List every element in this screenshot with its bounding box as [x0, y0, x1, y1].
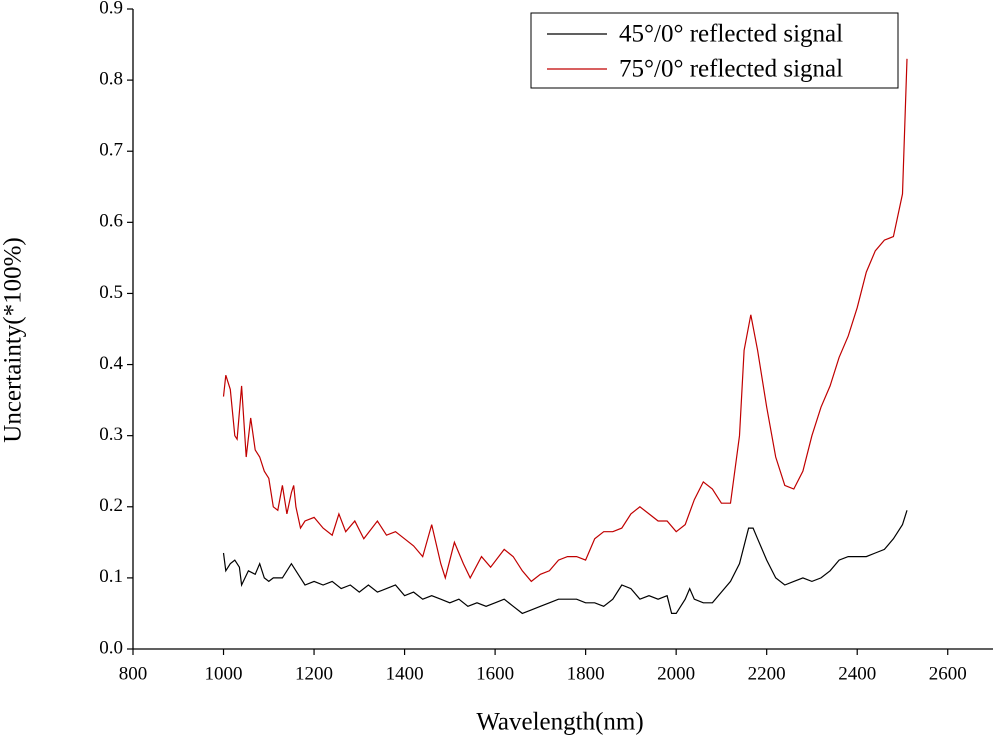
x-tick-label: 2000	[657, 663, 695, 684]
x-tick-label: 1600	[476, 663, 514, 684]
x-tick-label: 2400	[838, 663, 876, 684]
x-tick-label: 1400	[386, 663, 424, 684]
legend-box	[530, 12, 899, 89]
x-tick-label: 800	[119, 663, 148, 684]
y-tick-label: 0.8	[99, 68, 123, 89]
y-tick-label: 0.4	[99, 353, 123, 374]
x-tick-label: 1200	[295, 663, 333, 684]
x-axis-label: Wavelength(nm)	[476, 709, 643, 736]
x-tick-label: 1800	[567, 663, 605, 684]
y-tick-label: 0.1	[99, 566, 123, 587]
y-axis-label: Uncertainty(*100%)	[0, 237, 27, 442]
legend-label: 75°/0° reflected signal	[619, 56, 843, 83]
y-tick-label: 0.5	[99, 282, 123, 303]
x-tick-label: 2200	[748, 663, 786, 684]
y-tick-label: 0.7	[99, 140, 123, 161]
y-tick-label: 0.2	[99, 495, 123, 516]
x-tick-label: 2600	[929, 663, 967, 684]
y-tick-label: 0.3	[99, 424, 123, 445]
y-tick-label: 0.0	[99, 637, 123, 658]
data-line	[222, 510, 908, 615]
legend-label: 45°/0° reflected signal	[619, 21, 843, 48]
y-tick-label: 0.6	[99, 211, 123, 232]
x-tick-label: 1000	[205, 663, 243, 684]
y-tick-label: 0.9	[99, 0, 123, 18]
data-line	[222, 58, 908, 583]
